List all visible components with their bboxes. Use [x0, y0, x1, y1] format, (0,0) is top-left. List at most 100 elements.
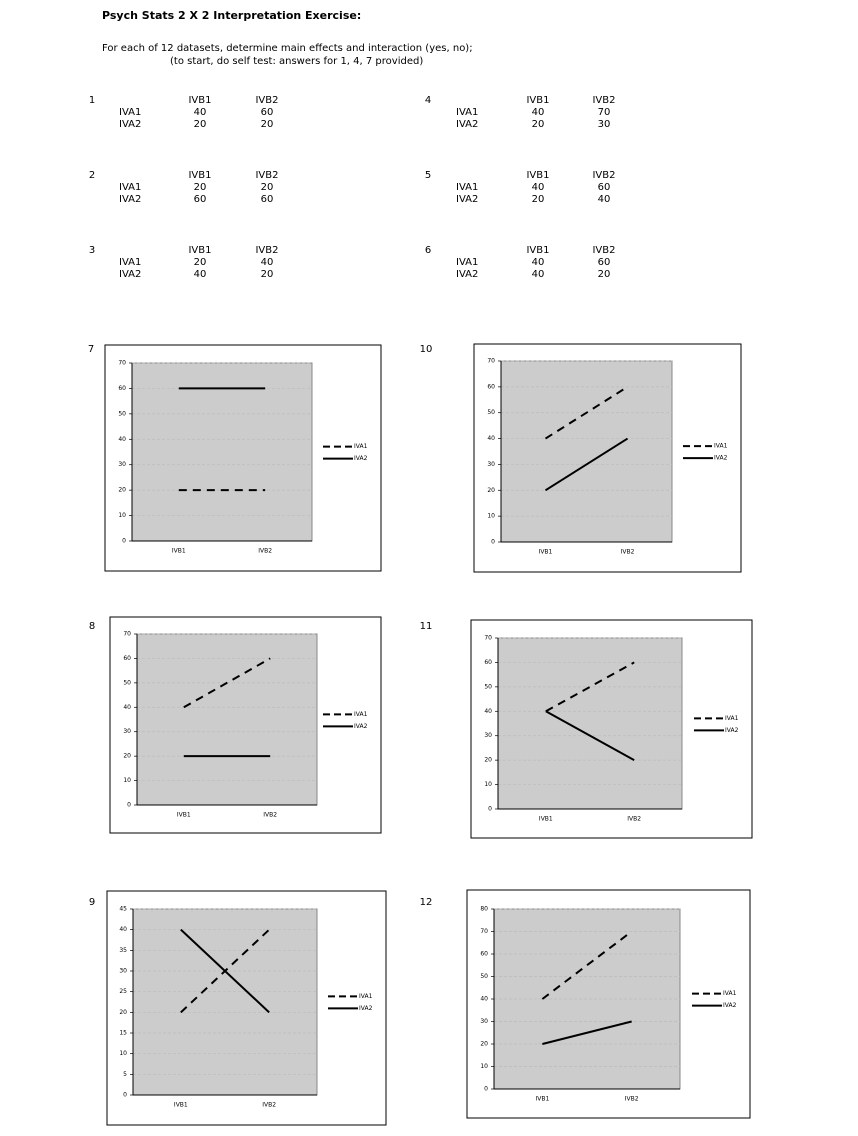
- legend-label: IVA2: [725, 727, 739, 734]
- instruction: For each of 12 datasets, determine main …: [102, 43, 473, 54]
- y-tick-label: 45: [119, 906, 127, 913]
- x-tick-label: IVB1: [535, 1096, 549, 1103]
- cell: 40: [194, 107, 207, 118]
- y-tick-label: 40: [119, 926, 127, 933]
- plot-area: [136, 633, 318, 806]
- series-line: [545, 661, 635, 713]
- y-tick-label: 0: [488, 806, 492, 813]
- y-tick-label: 10: [487, 513, 495, 520]
- cell: 20: [194, 182, 207, 193]
- y-tick-label: 60: [480, 951, 488, 958]
- row-label: IVA2: [456, 119, 478, 130]
- cell: 30: [598, 119, 611, 130]
- series-line: [544, 386, 629, 440]
- y-tick-label: 60: [487, 383, 495, 390]
- column-header: IVB2: [592, 95, 615, 106]
- y-tick-label: 70: [123, 631, 131, 638]
- cell: 60: [598, 182, 611, 193]
- column-header: IVB2: [592, 245, 615, 256]
- cell: 40: [598, 194, 611, 205]
- y-tick-label: 30: [123, 728, 131, 735]
- y-tick-label: 10: [123, 777, 131, 784]
- row-label: IVA1: [456, 182, 478, 193]
- series-line: [180, 928, 270, 1014]
- column-header: IVB2: [255, 245, 278, 256]
- legend-label: IVA1: [714, 443, 728, 450]
- y-tick-label: 30: [119, 968, 127, 975]
- title: Psych Stats 2 X 2 Interpretation Exercis…: [102, 9, 361, 22]
- legend-label: IVA1: [354, 711, 368, 718]
- dataset-number: 1: [89, 95, 95, 106]
- plot-area: [131, 362, 313, 542]
- y-tick-label: 0: [127, 802, 131, 809]
- chart-number: 11: [420, 621, 433, 632]
- cell: 60: [261, 107, 274, 118]
- row-label: IVA1: [119, 257, 141, 268]
- dataset-number: 3: [89, 245, 95, 256]
- chart-number: 8: [89, 621, 95, 632]
- row-label: IVA2: [119, 119, 141, 130]
- y-tick-label: 70: [480, 928, 488, 935]
- cell: 20: [194, 119, 207, 130]
- chart-number: 12: [420, 897, 433, 908]
- cell: 40: [532, 269, 545, 280]
- legend-label: IVA2: [354, 723, 368, 730]
- y-tick-label: 5: [123, 1071, 127, 1078]
- legend-label: IVA2: [354, 455, 368, 462]
- cell: 20: [532, 119, 545, 130]
- row-label: IVA2: [456, 194, 478, 205]
- column-header: IVB2: [255, 170, 278, 181]
- column-header: IVB2: [592, 170, 615, 181]
- cell: 70: [598, 107, 611, 118]
- y-tick-label: 70: [118, 360, 126, 367]
- x-tick-label: IVB2: [263, 812, 277, 819]
- cell: 40: [532, 107, 545, 118]
- y-tick-label: 40: [487, 435, 495, 442]
- x-tick-label: IVB1: [177, 812, 191, 819]
- x-tick-label: IVB2: [621, 549, 635, 556]
- x-tick-label: IVB2: [258, 548, 272, 555]
- cell: 20: [194, 257, 207, 268]
- x-tick-label: IVB1: [539, 816, 553, 823]
- y-tick-label: 25: [119, 988, 127, 995]
- chart-number: 7: [88, 344, 94, 355]
- legend-label: IVA1: [359, 993, 373, 1000]
- x-tick-label: IVB2: [625, 1096, 639, 1103]
- series-line: [183, 657, 271, 709]
- y-tick-label: 20: [484, 757, 492, 764]
- row-label: IVA1: [119, 107, 141, 118]
- y-tick-label: 10: [480, 1063, 488, 1070]
- cell: 20: [261, 119, 274, 130]
- y-tick-label: 20: [118, 487, 126, 494]
- y-tick-label: 60: [118, 385, 126, 392]
- cell: 60: [598, 257, 611, 268]
- y-tick-label: 60: [123, 655, 131, 662]
- x-tick-label: IVB1: [172, 548, 186, 555]
- column-header: IVB1: [526, 245, 549, 256]
- legend-label: IVA1: [723, 990, 737, 997]
- y-tick-label: 30: [118, 461, 126, 468]
- y-tick-label: 30: [480, 1018, 488, 1025]
- y-tick-label: 70: [484, 635, 492, 642]
- legend-label: IVA2: [714, 455, 728, 462]
- legend-label: IVA1: [725, 715, 739, 722]
- series-line: [541, 930, 633, 1000]
- cell: 20: [261, 182, 274, 193]
- plot-area: [132, 908, 318, 1096]
- dataset-number: 5: [425, 170, 431, 181]
- legend-label: IVA2: [723, 1002, 737, 1009]
- y-tick-label: 20: [119, 1009, 127, 1016]
- dataset-number: 2: [89, 170, 95, 181]
- plot-area: [500, 360, 673, 543]
- y-tick-label: 10: [118, 512, 126, 519]
- y-tick-label: 20: [487, 487, 495, 494]
- y-tick-label: 50: [123, 679, 131, 686]
- series-line: [542, 1020, 632, 1045]
- y-tick-label: 40: [480, 996, 488, 1003]
- y-tick-label: 0: [123, 1092, 127, 1099]
- x-tick-label: IVB2: [262, 1102, 276, 1109]
- y-tick-label: 10: [119, 1050, 127, 1057]
- series-line: [544, 437, 629, 492]
- y-tick-label: 50: [487, 409, 495, 416]
